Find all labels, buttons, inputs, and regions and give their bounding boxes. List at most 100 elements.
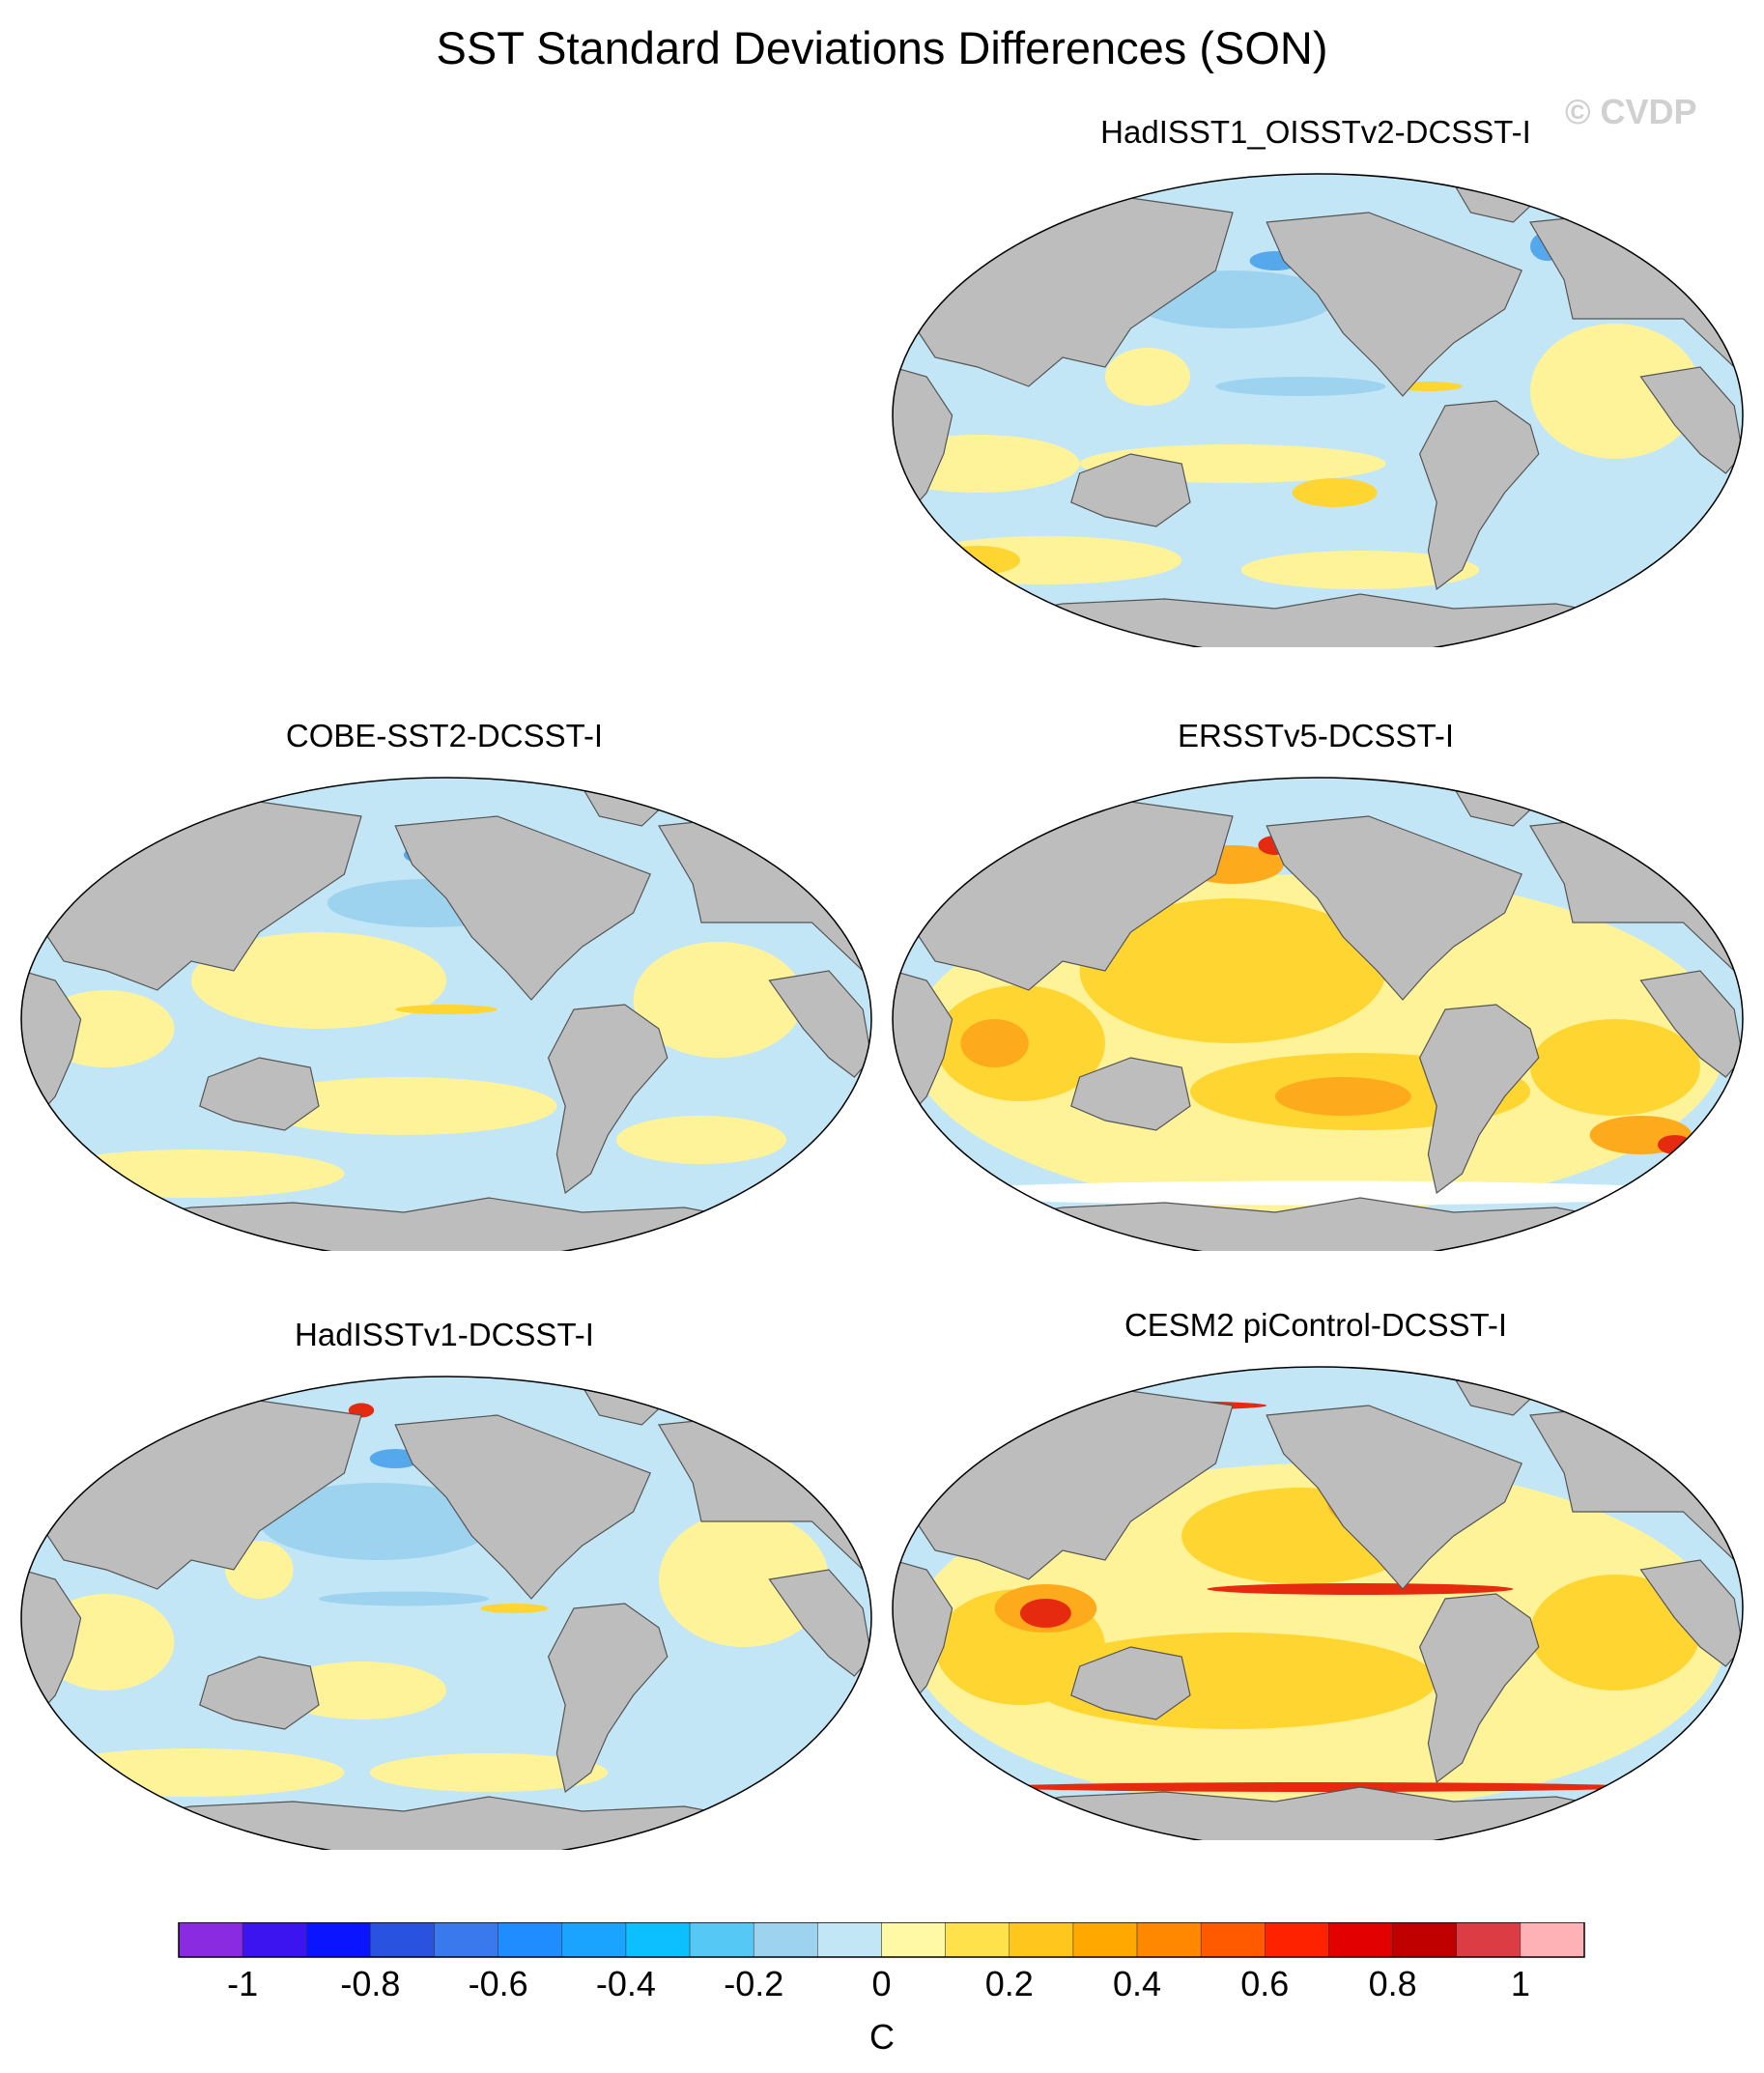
landmass-southAmerica: [1418, 1004, 1540, 1195]
sst-anomaly-patch: [1530, 324, 1700, 459]
sst-anomaly-patch: [994, 1782, 1641, 1792]
colorbar-tick-label: -1: [227, 1964, 258, 2003]
colorbar-swatch: [1265, 1922, 1329, 1958]
landmass-southAmerica: [547, 1004, 669, 1195]
sst-anomaly-patch: [250, 1077, 557, 1135]
map-border: [892, 777, 1744, 1251]
map-panel-ersstv5: ERSSTv5-DCSST-I: [881, 710, 1750, 1251]
robinson-map: [892, 1366, 1744, 1840]
landmass-northAmerica: [1266, 815, 1523, 1001]
sst-anomaly-patch: [1292, 478, 1378, 507]
sst-anomaly-patch: [1215, 377, 1386, 396]
sst-anomaly-patch: [369, 1753, 609, 1792]
colorbar-tick-label: 0.8: [1369, 1964, 1417, 2003]
map-panel-cesm2-picontrol: CESM2 piControl-DCSST-I: [881, 1299, 1750, 1840]
sst-anomaly-patch: [633, 942, 804, 1058]
robinson-map: [20, 777, 872, 1251]
landmass-northAmerica: [1266, 212, 1523, 397]
colorbar-tick-label: -0.4: [596, 1964, 656, 2003]
sst-field: [893, 778, 1743, 1251]
map-border: [892, 1366, 1744, 1840]
colorbar: -1 -0.8 -0.6 -0.4 -0.2 0 0.2 0.4 0.6 0.8 1: [178, 1922, 1585, 2003]
panel-title: COBE-SST2-DCSST-I: [285, 718, 604, 753]
colorbar-swatch: [1520, 1922, 1585, 1958]
colorbar-swatch: [817, 1922, 882, 1958]
landmass-northAmerica: [394, 815, 652, 1001]
colorbar-swatch: [1072, 1922, 1138, 1958]
watermark-label: © CVDP: [1565, 92, 1697, 131]
colorbar-swatch: [1200, 1922, 1266, 1958]
landmass-northAmerica: [1266, 1405, 1523, 1590]
map-border: [892, 173, 1744, 647]
landmass-southAmerica: [1418, 1593, 1540, 1784]
sst-anomaly-patch: [659, 1512, 829, 1647]
map-border: [20, 777, 872, 1251]
colorbar-swatch: [370, 1922, 435, 1958]
sst-anomaly-patch: [38, 1150, 345, 1198]
panel-title: ERSSTv5-DCSST-I: [1177, 718, 1455, 753]
colorbar-tick-label: 0: [871, 1964, 891, 2003]
sst-field: [21, 778, 871, 1251]
colorbar-swatch: [561, 1922, 627, 1958]
sst-anomaly-patch: [1105, 348, 1190, 406]
colorbar-swatch: [1392, 1922, 1457, 1958]
colorbar-swatch: [1328, 1922, 1393, 1958]
colorbar-tick-label: -0.6: [469, 1964, 528, 2003]
landmass-australia: [199, 1057, 320, 1131]
sst-anomaly-patch: [1207, 1583, 1514, 1595]
colorbar-swatch: [1136, 1922, 1202, 1958]
sst-anomaly-patch: [395, 1005, 498, 1014]
colorbar-tick-label: -0.8: [340, 1964, 400, 2003]
colorbar-units-label: C: [869, 2017, 895, 2057]
sst-anomaly-patch: [960, 1019, 1029, 1067]
sst-anomaly-patch: [1530, 1575, 1700, 1690]
sst-anomaly-patch: [191, 932, 446, 1029]
landmass-australia: [1070, 1057, 1191, 1131]
colorbar-swatch: [242, 1922, 307, 1958]
panel-title: HadISST1_OISSTv2-DCSST-I: [1100, 114, 1531, 150]
colorbar-swatch: [753, 1922, 818, 1958]
landmass-australia: [1070, 1646, 1191, 1720]
colorbar-swatch: [689, 1922, 754, 1958]
colorbar-swatch: [306, 1922, 371, 1958]
colorbar-swatch: [434, 1922, 498, 1958]
sst-anomaly-patch: [1240, 551, 1480, 589]
map-panel-hadisst1-oisstv2: HadISST1_OISSTv2-DCSST-I: [881, 106, 1750, 647]
robinson-map: [20, 1376, 872, 1850]
colorbar-swatch: [945, 1922, 1010, 1958]
colorbar-swatch: [881, 1922, 946, 1958]
sst-anomaly-patch: [1020, 1599, 1071, 1628]
panel-title: CESM2 piControl-DCSST-I: [1124, 1307, 1508, 1343]
sst-anomaly-patch: [926, 1180, 1709, 1206]
colorbar-swatch: [178, 1922, 243, 1958]
landmass-northAmerica: [394, 1414, 652, 1600]
robinson-map: [892, 777, 1744, 1251]
colorbar-tick-label: 1: [1511, 1964, 1530, 2003]
sst-anomaly-patch: [1275, 1077, 1411, 1116]
landmass-australia: [1070, 453, 1191, 527]
colorbar-swatch: [1009, 1922, 1074, 1958]
figure-title: SST Standard Deviations Differences (SON…: [436, 22, 1328, 73]
colorbar-swatch: [498, 1922, 563, 1958]
sst-field: [893, 174, 1743, 647]
colorbar-swatch: [625, 1922, 691, 1958]
sst-anomaly-patch: [1658, 1135, 1693, 1154]
landmass-southAmerica: [547, 1603, 669, 1794]
sst-anomaly-patch: [909, 536, 1182, 584]
colorbar-tick-label: 0.2: [985, 1964, 1034, 2003]
panel-title: HadISSTv1-DCSST-I: [295, 1317, 594, 1352]
sst-anomaly-patch: [616, 1116, 786, 1164]
sst-anomaly-patch: [259, 1483, 498, 1560]
colorbar-tick-label: 0.6: [1240, 1964, 1289, 2003]
robinson-map: [892, 173, 1744, 647]
colorbar-swatch: [1456, 1922, 1522, 1958]
sst-anomaly-patch: [38, 1748, 345, 1797]
sst-field: [21, 1377, 871, 1850]
map-panel-hadisstv1: HadISSTv1-DCSST-I: [10, 1309, 879, 1850]
map-panel-cobe-sst2: COBE-SST2-DCSST-I: [10, 710, 879, 1251]
map-border: [20, 1376, 872, 1850]
sst-anomaly-patch: [480, 1604, 549, 1613]
sst-anomaly-patch: [1079, 898, 1386, 1043]
sst-anomaly-patch: [319, 1591, 489, 1606]
sst-field: [893, 1367, 1743, 1840]
